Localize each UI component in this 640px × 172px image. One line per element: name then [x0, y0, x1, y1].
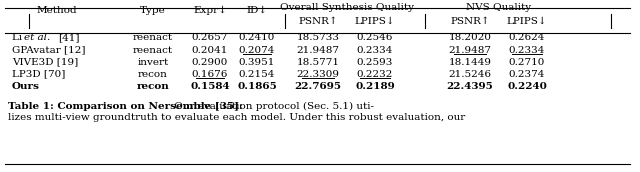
Text: Li: Li	[12, 34, 26, 42]
Text: 18.5771: 18.5771	[296, 57, 339, 67]
Text: 0.2334: 0.2334	[509, 46, 545, 55]
Text: 22.4395: 22.4395	[447, 82, 493, 90]
Text: NVS Quality: NVS Quality	[466, 3, 531, 12]
Text: PSNR↑: PSNR↑	[298, 17, 338, 25]
Text: Expr↓: Expr↓	[193, 5, 227, 15]
Text: 0.2593: 0.2593	[357, 57, 393, 67]
Text: 0.2189: 0.2189	[355, 82, 395, 90]
Text: lizes multi-view groundtruth to evaluate each model. Under this robust evaluatio: lizes multi-view groundtruth to evaluate…	[8, 114, 465, 122]
Text: 0.2410: 0.2410	[239, 34, 275, 42]
Text: 0.2154: 0.2154	[239, 69, 275, 78]
Text: 0.2900: 0.2900	[192, 57, 228, 67]
Text: 18.5733: 18.5733	[296, 34, 339, 42]
Text: et al.: et al.	[24, 34, 51, 42]
Text: 0.1865: 0.1865	[237, 82, 277, 90]
Text: 0.2546: 0.2546	[357, 34, 393, 42]
Text: GPAvatar [12]: GPAvatar [12]	[12, 46, 86, 55]
Text: 0.2334: 0.2334	[357, 46, 393, 55]
Text: 0.1676: 0.1676	[192, 69, 228, 78]
Text: LPIPS↓: LPIPS↓	[355, 17, 396, 25]
Text: 18.1449: 18.1449	[449, 57, 492, 67]
Text: Overall Synthesis Quality: Overall Synthesis Quality	[280, 3, 413, 12]
Text: 0.1584: 0.1584	[190, 82, 230, 90]
Text: Ours: Ours	[12, 82, 40, 90]
Text: recon: recon	[136, 82, 170, 90]
Text: 18.2020: 18.2020	[449, 34, 492, 42]
Text: 21.5246: 21.5246	[449, 69, 492, 78]
Text: reenact: reenact	[133, 34, 173, 42]
Text: 21.9487: 21.9487	[296, 46, 339, 55]
Text: 0.2074: 0.2074	[239, 46, 275, 55]
Text: 22.3309: 22.3309	[296, 69, 339, 78]
Text: 0.2624: 0.2624	[509, 34, 545, 42]
Text: LPIPS↓: LPIPS↓	[507, 17, 547, 25]
Text: PSNR↑: PSNR↑	[450, 17, 490, 25]
Text: [41]: [41]	[58, 34, 79, 42]
Text: VIVE3D [19]: VIVE3D [19]	[12, 57, 78, 67]
Text: 0.2710: 0.2710	[509, 57, 545, 67]
Text: 0.2374: 0.2374	[509, 69, 545, 78]
Text: LP3D [70]: LP3D [70]	[12, 69, 65, 78]
Text: Our evaluation protocol (Sec. 5.1) uti-: Our evaluation protocol (Sec. 5.1) uti-	[171, 101, 374, 111]
Text: Table 1: Comparison on Nersemble [35]:: Table 1: Comparison on Nersemble [35]:	[8, 101, 243, 110]
Text: 0.2232: 0.2232	[357, 69, 393, 78]
Text: 0.2657: 0.2657	[192, 34, 228, 42]
Text: Type: Type	[140, 6, 166, 14]
Text: 0.3951: 0.3951	[239, 57, 275, 67]
Text: 21.9487: 21.9487	[449, 46, 492, 55]
Text: 22.7695: 22.7695	[294, 82, 342, 90]
Text: invert: invert	[138, 57, 168, 67]
Text: 0.2041: 0.2041	[192, 46, 228, 55]
Text: Method: Method	[36, 6, 77, 14]
Text: reenact: reenact	[133, 46, 173, 55]
Text: recon: recon	[138, 69, 168, 78]
Text: ID↓: ID↓	[246, 6, 268, 14]
Text: 0.2240: 0.2240	[507, 82, 547, 90]
